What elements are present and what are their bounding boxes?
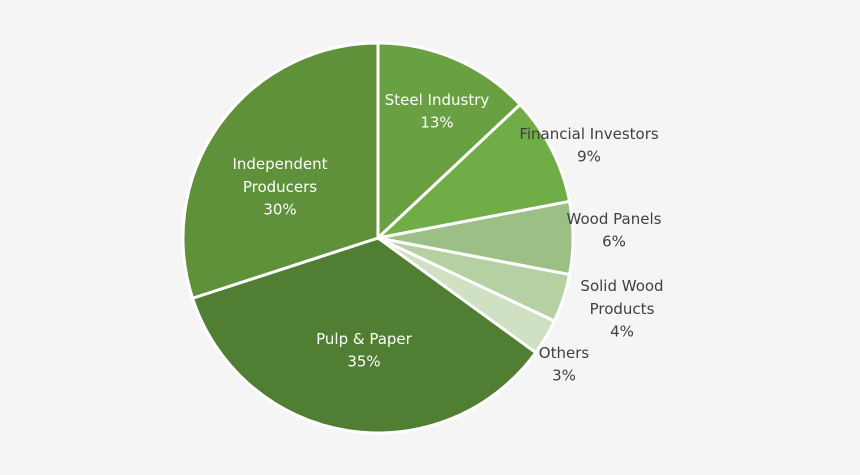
slice-label: Independent Producers (232, 155, 327, 196)
pie-slice (373, 102, 572, 241)
label-line: Solid Wood (580, 277, 663, 295)
label-line: Producers (243, 178, 317, 196)
pie-slice (181, 41, 380, 301)
label-line: Pulp & Paper (316, 330, 413, 348)
label-line: Independent (232, 155, 327, 173)
slice-label: Others (539, 344, 590, 362)
label-line: Financial Investors (519, 125, 659, 143)
pie-slice (376, 41, 523, 242)
pie-slice (190, 236, 538, 435)
value-label: 4% (610, 323, 634, 341)
label-line: Products (590, 300, 655, 318)
value-label: 13% (420, 114, 453, 132)
value-label: 35% (347, 353, 380, 371)
value-label: 9% (577, 148, 601, 166)
slice-label: Wood Panels (567, 210, 662, 228)
label-line: Steel Industry (385, 91, 490, 109)
value-label: 30% (263, 201, 296, 219)
label-line: Others (539, 344, 590, 362)
slice-label: Steel Industry (385, 91, 490, 109)
value-label: 3% (552, 367, 576, 385)
slice-label: Solid Wood Products (580, 277, 663, 318)
label-line: Wood Panels (567, 210, 662, 228)
slice-label: Financial Investors (519, 125, 659, 143)
value-label: 6% (602, 233, 626, 251)
slice-label: Pulp & Paper (316, 330, 413, 348)
